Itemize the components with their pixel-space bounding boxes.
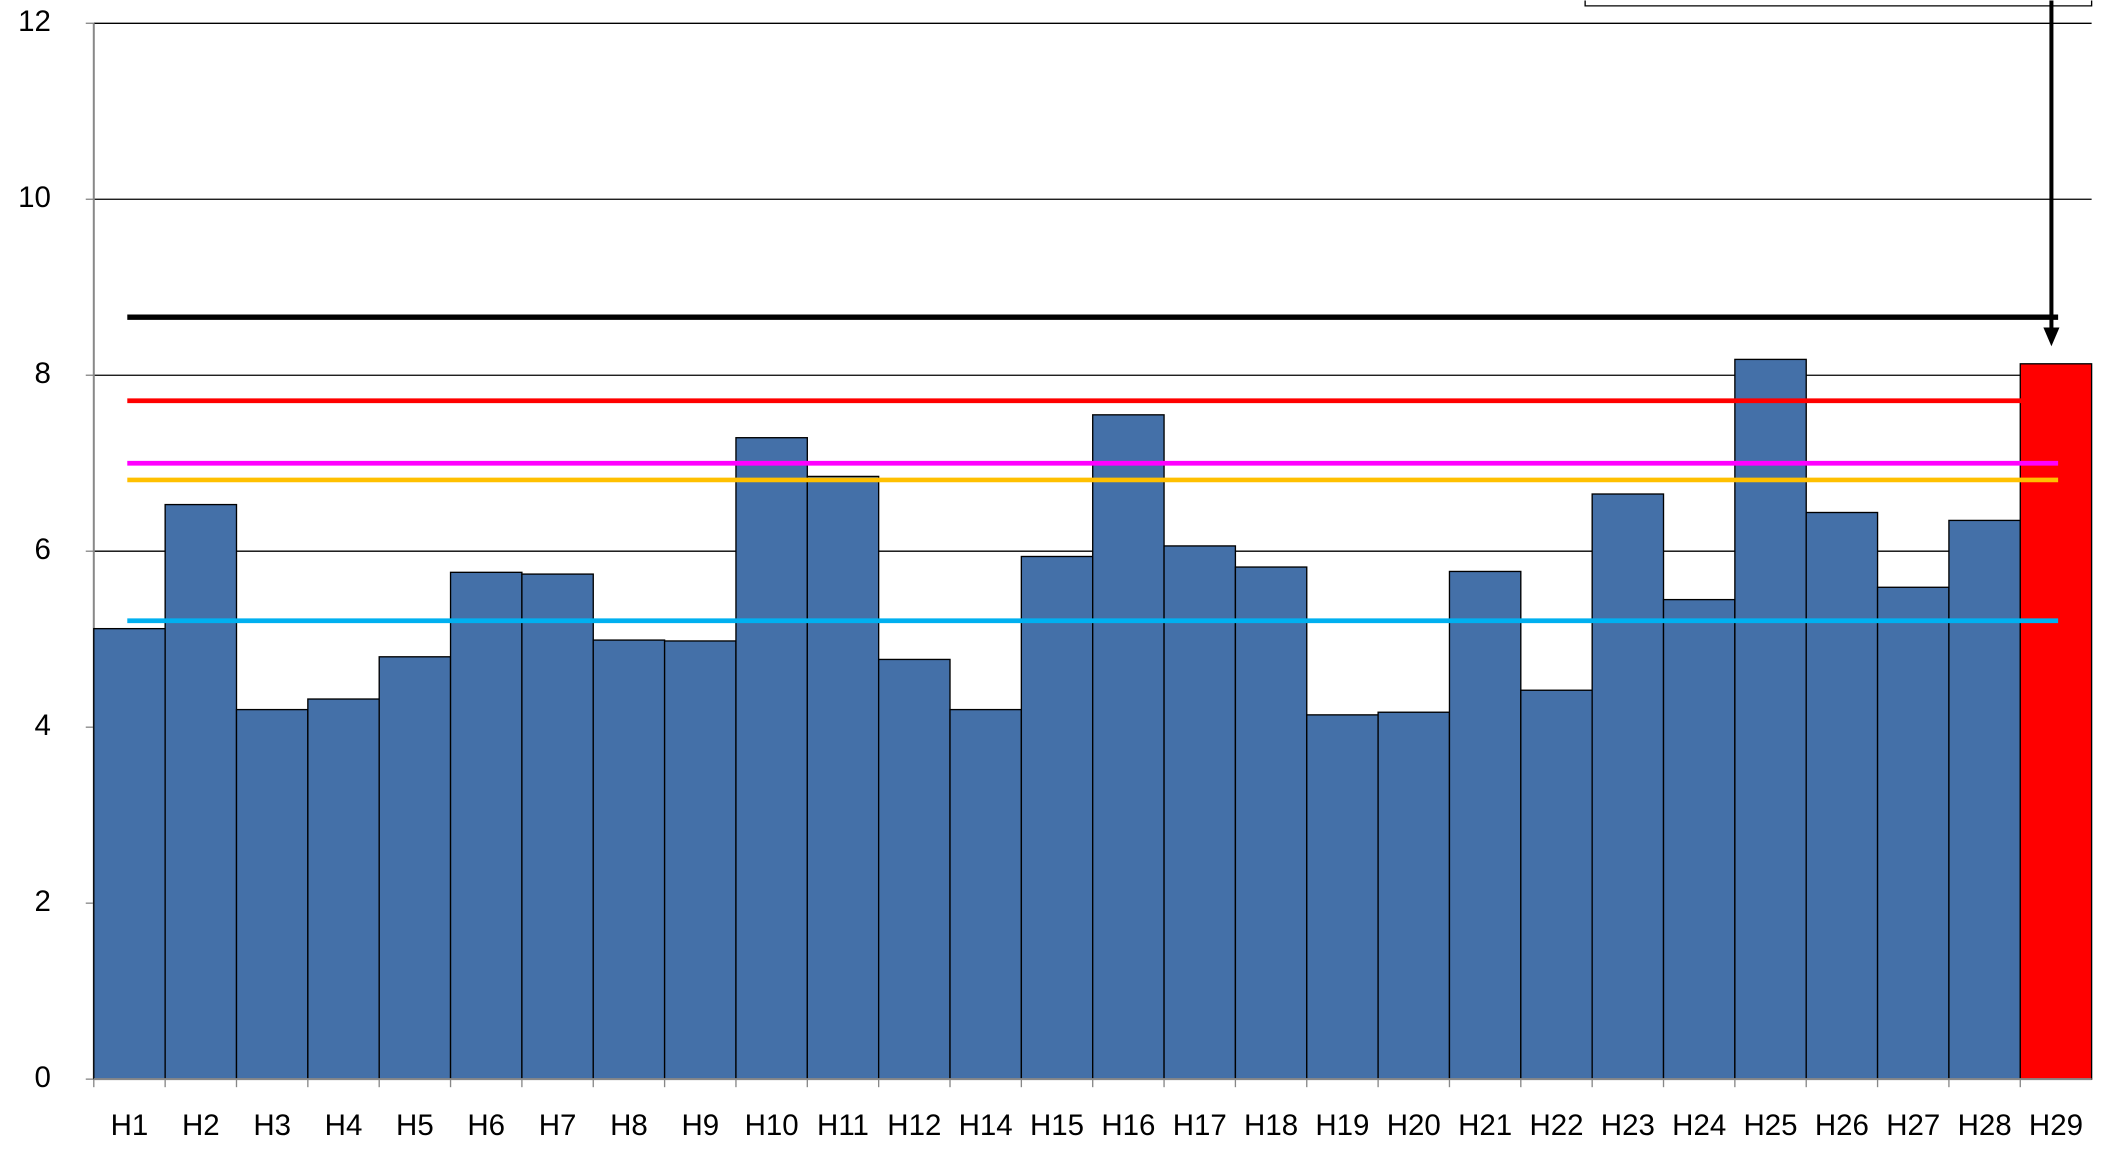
x-tick-label: H11 bbox=[817, 1109, 869, 1142]
x-tick-label: H15 bbox=[1030, 1109, 1084, 1142]
bar bbox=[1234, 566, 1308, 1080]
bar bbox=[1805, 511, 1879, 1080]
x-tick-label: H4 bbox=[325, 1109, 363, 1142]
bar bbox=[2019, 363, 2093, 1080]
x-tick-label: H7 bbox=[539, 1109, 577, 1142]
x-tick-label: H6 bbox=[467, 1109, 505, 1142]
x-tick-label: H10 bbox=[745, 1109, 799, 1142]
y-tick-label: 6 bbox=[35, 533, 51, 566]
x-tick-label: H28 bbox=[1958, 1109, 2012, 1142]
bar bbox=[1377, 711, 1451, 1080]
x-tick-label: H1 bbox=[111, 1109, 149, 1142]
y-tick-label: 8 bbox=[35, 357, 51, 390]
bar bbox=[1948, 519, 2021, 1080]
x-tick-label: H12 bbox=[887, 1109, 941, 1142]
bar bbox=[378, 656, 452, 1080]
x-tick-label: H26 bbox=[1815, 1109, 1869, 1142]
x-tick-label: H20 bbox=[1387, 1109, 1441, 1142]
arrow-head bbox=[2043, 327, 2060, 347]
x-tick-label: H29 bbox=[2029, 1109, 2083, 1142]
bar bbox=[1520, 689, 1593, 1080]
x-tick-label: H25 bbox=[1744, 1109, 1798, 1142]
bar bbox=[521, 573, 594, 1080]
bar bbox=[307, 698, 380, 1080]
bar bbox=[1876, 586, 1950, 1080]
bar bbox=[1591, 493, 1665, 1080]
bar bbox=[806, 475, 880, 1080]
x-tick-label: H9 bbox=[681, 1109, 719, 1142]
x-tick-label: H2 bbox=[182, 1109, 220, 1142]
x-tick-label: H27 bbox=[1886, 1109, 1940, 1142]
bar bbox=[1092, 414, 1165, 1080]
x-tick-label: H21 bbox=[1458, 1109, 1512, 1142]
y-tick-label: 2 bbox=[35, 885, 51, 918]
bar bbox=[663, 640, 737, 1080]
x-tick-label: H24 bbox=[1672, 1109, 1726, 1142]
x-tick-label: H5 bbox=[396, 1109, 434, 1142]
bar bbox=[235, 708, 309, 1080]
bar bbox=[1662, 598, 1736, 1080]
y-tick-label: 0 bbox=[35, 1061, 51, 1094]
x-tick-label: H3 bbox=[253, 1109, 291, 1142]
bar bbox=[949, 708, 1023, 1080]
x-tick-label: H19 bbox=[1315, 1109, 1369, 1142]
annotation-box bbox=[1584, 0, 2093, 7]
bar bbox=[1163, 545, 1237, 1080]
bar bbox=[592, 639, 666, 1080]
bar bbox=[1734, 358, 1807, 1080]
bar bbox=[164, 503, 238, 1080]
y-tick-label: 12 bbox=[18, 5, 51, 38]
bar bbox=[93, 627, 166, 1080]
x-tick-label: H14 bbox=[959, 1109, 1013, 1142]
x-tick-label: H8 bbox=[610, 1109, 648, 1142]
bar bbox=[1306, 714, 1379, 1080]
x-tick-label: H22 bbox=[1529, 1109, 1583, 1142]
y-tick-label: 10 bbox=[18, 181, 51, 214]
x-tick-label: H16 bbox=[1101, 1109, 1155, 1142]
bar bbox=[449, 571, 523, 1080]
bar bbox=[735, 437, 808, 1080]
x-tick-label: H17 bbox=[1173, 1109, 1227, 1142]
x-tick-label: H18 bbox=[1244, 1109, 1298, 1142]
bar bbox=[877, 658, 951, 1080]
x-tick-label: H23 bbox=[1601, 1109, 1655, 1142]
bar bbox=[1448, 570, 1522, 1080]
y-tick-label: 4 bbox=[35, 709, 51, 742]
bar bbox=[1020, 555, 1094, 1080]
